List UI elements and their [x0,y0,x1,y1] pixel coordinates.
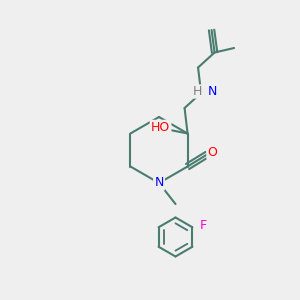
Text: F: F [199,219,206,232]
Text: O: O [208,146,218,159]
Text: N: N [154,176,164,190]
Text: HO: HO [151,121,170,134]
Text: N: N [208,85,217,98]
Text: H: H [193,85,203,98]
